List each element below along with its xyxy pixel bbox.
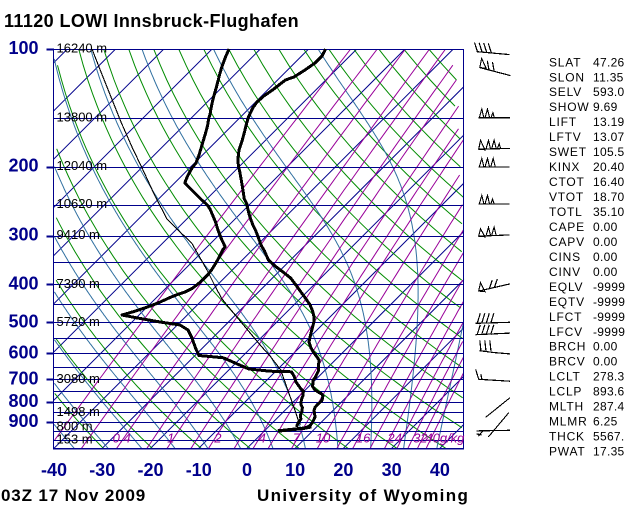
- svg-text:20: 20: [333, 460, 353, 480]
- svg-text:0.00: 0.00: [593, 250, 618, 264]
- svg-text:SELV: SELV: [549, 85, 582, 99]
- svg-text:SHOW: SHOW: [549, 100, 590, 114]
- svg-text:13.19: 13.19: [593, 115, 625, 129]
- svg-text:0: 0: [242, 460, 252, 480]
- svg-text:300: 300: [8, 225, 38, 245]
- svg-text:47.26: 47.26: [593, 55, 625, 69]
- svg-text:EQLV: EQLV: [549, 280, 583, 294]
- svg-text:893.6: 893.6: [593, 385, 625, 399]
- svg-text:-9999: -9999: [593, 310, 625, 324]
- svg-text:CINV: CINV: [549, 265, 581, 279]
- svg-text:VTOT: VTOT: [549, 190, 584, 204]
- svg-text:0.00: 0.00: [593, 265, 618, 279]
- svg-text:0.00: 0.00: [593, 235, 618, 249]
- svg-text:EQTV: EQTV: [549, 295, 585, 309]
- svg-text:500: 500: [8, 311, 38, 331]
- svg-text:SLAT: SLAT: [549, 55, 581, 69]
- svg-text:LIFT: LIFT: [549, 115, 577, 129]
- svg-text:1: 1: [167, 431, 174, 446]
- svg-text:3080 m: 3080 m: [57, 371, 100, 386]
- svg-text:800 m: 800 m: [57, 418, 93, 433]
- svg-text:1498 m: 1498 m: [57, 404, 100, 419]
- svg-text:LFTV: LFTV: [549, 130, 582, 144]
- svg-text:200: 200: [8, 156, 38, 176]
- svg-text:CTOT: CTOT: [549, 175, 585, 189]
- svg-text:40g/kg: 40g/kg: [425, 431, 465, 446]
- svg-text:MLTH: MLTH: [549, 400, 584, 414]
- svg-text:5720 m: 5720 m: [57, 314, 100, 329]
- svg-text:24: 24: [386, 431, 401, 446]
- svg-text:4: 4: [259, 431, 266, 446]
- svg-text:287.4: 287.4: [593, 400, 625, 414]
- svg-text:6.25: 6.25: [593, 415, 618, 429]
- svg-text:12040 m: 12040 m: [57, 158, 108, 173]
- svg-text:-20: -20: [137, 460, 163, 480]
- svg-text:16.40: 16.40: [593, 175, 625, 189]
- svg-text:10620 m: 10620 m: [57, 196, 108, 211]
- svg-text:LFCT: LFCT: [549, 310, 582, 324]
- svg-text:32: 32: [413, 431, 428, 446]
- svg-text:CAPE: CAPE: [549, 220, 585, 234]
- svg-text:TOTL: TOTL: [549, 205, 583, 219]
- svg-text:0.00: 0.00: [593, 340, 618, 354]
- svg-text:-9999: -9999: [593, 325, 625, 339]
- svg-text:17.35: 17.35: [593, 445, 625, 459]
- svg-text:278.3: 278.3: [593, 370, 625, 384]
- svg-text:16: 16: [356, 431, 371, 446]
- svg-text:10: 10: [316, 431, 331, 446]
- svg-text:BRCH: BRCH: [549, 340, 586, 354]
- svg-text:11.35: 11.35: [593, 70, 624, 84]
- svg-text:9.69: 9.69: [593, 100, 618, 114]
- svg-text:100: 100: [8, 38, 38, 58]
- svg-text:LCLP: LCLP: [549, 385, 582, 399]
- svg-text:800: 800: [8, 391, 38, 411]
- svg-text:900: 900: [8, 411, 38, 431]
- svg-text:10: 10: [285, 460, 305, 480]
- svg-text:03Z 17 Nov 2009: 03Z 17 Nov 2009: [1, 486, 146, 505]
- svg-text:-30: -30: [89, 460, 115, 480]
- svg-text:5567.: 5567.: [593, 430, 625, 444]
- svg-text:LFCV: LFCV: [549, 325, 583, 339]
- svg-text:7: 7: [293, 431, 301, 446]
- svg-text:30: 30: [382, 460, 402, 480]
- svg-text:153 m: 153 m: [57, 432, 93, 447]
- svg-text:LCLT: LCLT: [549, 370, 581, 384]
- svg-text:CAPV: CAPV: [549, 235, 585, 249]
- svg-text:KINX: KINX: [549, 160, 580, 174]
- svg-text:40: 40: [430, 460, 450, 480]
- svg-text:BRCV: BRCV: [549, 355, 586, 369]
- svg-text:MLMR: MLMR: [549, 415, 588, 429]
- svg-text:35.10: 35.10: [593, 205, 625, 219]
- svg-text:105.5: 105.5: [593, 145, 625, 159]
- svg-text:CINS: CINS: [549, 250, 581, 264]
- svg-text:-40: -40: [41, 460, 67, 480]
- svg-text:2: 2: [213, 431, 222, 446]
- svg-text:600: 600: [8, 342, 38, 362]
- svg-text:16240 m: 16240 m: [57, 41, 108, 56]
- svg-text:University of Wyoming: University of Wyoming: [257, 486, 469, 505]
- svg-text:700: 700: [8, 368, 38, 388]
- svg-text:-9999: -9999: [593, 280, 625, 294]
- svg-text:SLON: SLON: [549, 70, 585, 84]
- svg-text:0.4: 0.4: [113, 431, 131, 446]
- svg-text:9410 m: 9410 m: [57, 227, 100, 242]
- svg-text:11120 LOWI Innsbruck-Flughafen: 11120 LOWI Innsbruck-Flughafen: [4, 11, 299, 31]
- svg-text:13800 m: 13800 m: [57, 109, 108, 124]
- svg-text:13.07: 13.07: [593, 130, 625, 144]
- svg-text:PWAT: PWAT: [549, 445, 586, 459]
- svg-text:-10: -10: [186, 460, 212, 480]
- svg-text:THCK: THCK: [549, 430, 585, 444]
- svg-text:0.00: 0.00: [593, 355, 618, 369]
- svg-text:-9999: -9999: [593, 295, 625, 309]
- svg-text:0.00: 0.00: [593, 220, 618, 234]
- svg-text:7390 m: 7390 m: [57, 276, 100, 291]
- svg-text:18.70: 18.70: [593, 190, 625, 204]
- svg-text:SWET: SWET: [549, 145, 587, 159]
- svg-text:593.0: 593.0: [593, 85, 625, 99]
- svg-text:400: 400: [8, 273, 38, 293]
- svg-text:20.40: 20.40: [593, 160, 625, 174]
